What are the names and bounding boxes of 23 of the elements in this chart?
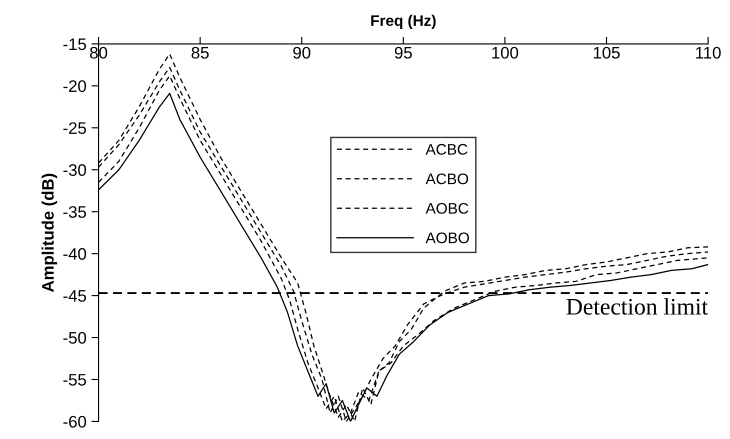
- x-tick-label: 90: [293, 46, 310, 59]
- y-tick-label: -50: [63, 332, 86, 344]
- x-tick-label: 85: [192, 46, 209, 59]
- y-tick-label: -35: [63, 206, 86, 218]
- y-tick-label: -60: [63, 416, 86, 428]
- ref-line-label: Detection limit: [566, 298, 708, 315]
- x-axis-title: Freq (Hz): [371, 14, 436, 30]
- legend-label: ACBO: [426, 173, 468, 184]
- y-tick-label: -25: [63, 122, 86, 134]
- y-tick-label: -40: [63, 248, 86, 260]
- legend-label: ACBC: [426, 144, 468, 155]
- y-tick-label: -45: [63, 290, 86, 302]
- y-axis-title: Amplitude (dB): [42, 174, 58, 292]
- y-tick-label: -55: [63, 374, 86, 386]
- x-tick-label: 95: [394, 46, 412, 59]
- legend-label: AOBC: [426, 202, 468, 214]
- y-tick-label: -30: [63, 164, 86, 176]
- legend-label: AOBO: [426, 232, 469, 244]
- y-tick-label: -20: [63, 80, 86, 92]
- x-tick-label: 110: [696, 46, 721, 59]
- y-tick-label: -15: [63, 38, 86, 50]
- x-tick-label: 105: [594, 46, 620, 59]
- x-tick-label: 100: [492, 46, 518, 59]
